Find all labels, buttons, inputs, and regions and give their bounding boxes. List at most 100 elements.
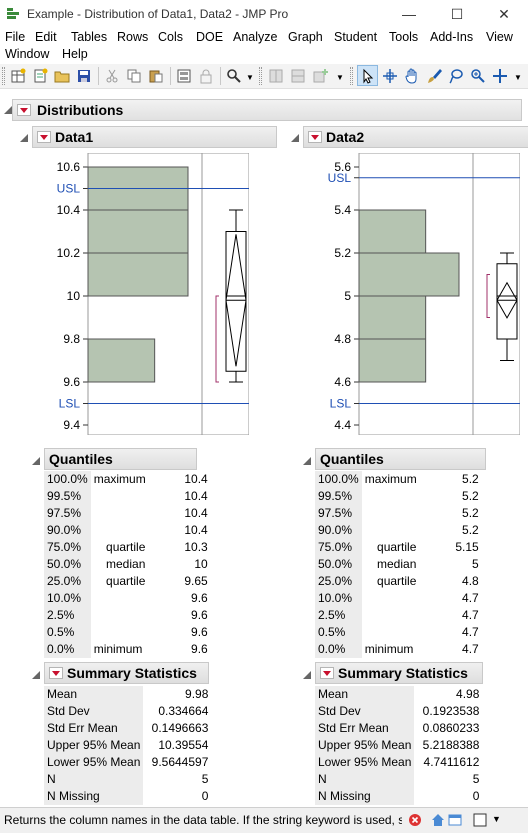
column-layout-icon[interactable] — [268, 68, 284, 84]
data2-quantiles-collapse-icon[interactable] — [302, 456, 312, 466]
quantile-label — [91, 505, 161, 522]
lasso-tool-icon[interactable] — [448, 68, 464, 84]
table-row: Std Dev 0.334664 — [44, 703, 211, 720]
data2-summary-red-triangle-menu[interactable] — [320, 667, 334, 679]
quantile-label: quartile — [106, 574, 146, 588]
quantile-value: 4.7 — [462, 642, 479, 656]
collapse-distributions-icon[interactable] — [3, 105, 13, 115]
error-icon[interactable] — [408, 813, 422, 827]
data1-box[interactable] — [225, 231, 247, 372]
data1-quantiles-collapse-icon[interactable] — [31, 456, 41, 466]
quantile-percent: 0.5% — [315, 624, 362, 641]
menu-addins[interactable]: Add-Ins — [430, 30, 474, 44]
paste-icon[interactable] — [148, 68, 164, 84]
copy-icon[interactable] — [126, 68, 142, 84]
journal-icon[interactable] — [176, 68, 192, 84]
cut-icon[interactable] — [104, 68, 120, 84]
zoom-tool-icon[interactable] — [470, 68, 486, 84]
menu-graph[interactable]: Graph — [288, 30, 323, 44]
data2-collapse-icon[interactable] — [290, 133, 300, 143]
checkbox-icon[interactable] — [473, 813, 487, 827]
menu-tools[interactable]: Tools — [389, 30, 419, 44]
data2-summary-collapse-icon[interactable] — [302, 670, 312, 680]
data1-histogram-bar[interactable] — [87, 166, 189, 297]
save-icon[interactable] — [76, 68, 92, 84]
data2-histogram-bar[interactable] — [358, 252, 460, 297]
table-row: 97.5% 5.2 — [315, 505, 482, 522]
quantile-percent: 10.0% — [315, 590, 362, 607]
quantile-value: 9.65 — [184, 574, 208, 588]
table-row: 99.5% 5.2 — [315, 488, 482, 505]
maximize-button[interactable]: ☐ — [450, 6, 464, 22]
data1-collapse-icon[interactable] — [19, 133, 29, 143]
new-data-table-icon[interactable] — [10, 68, 26, 84]
toolbar-overflow-icon[interactable]: ▼ — [514, 73, 522, 82]
menu-student[interactable]: Student — [334, 30, 378, 44]
table-row: 2.5% 4.7 — [315, 607, 482, 624]
data1-axis-tick-label: USL — [57, 182, 81, 196]
toolbar-overflow-icon[interactable]: ▼ — [336, 73, 344, 82]
lock-icon[interactable] — [198, 68, 214, 84]
window-list-icon[interactable] — [448, 813, 462, 827]
menu-edit[interactable]: Edit — [35, 30, 57, 44]
menu-tables[interactable]: Tables — [71, 30, 108, 44]
toolbar-overflow-icon[interactable]: ▼ — [246, 73, 254, 82]
quantile-value: 10 — [194, 557, 208, 571]
data2-summary-table: Mean 4.98 Std Dev 0.1923538 Std Err Mean 0.08… — [315, 686, 482, 805]
table-row: 10.0% 4.7 — [315, 590, 482, 607]
data2-red-triangle-menu[interactable] — [308, 131, 322, 143]
menu-cols[interactable]: Cols — [158, 30, 184, 44]
table-row: 2.5% 9.6 — [44, 607, 211, 624]
toolbar-separator — [98, 67, 99, 85]
data1-histogram-bar[interactable] — [87, 338, 156, 383]
add-column-icon[interactable] — [312, 68, 328, 84]
annotate-tool-icon[interactable] — [492, 68, 508, 84]
arrow-tool-selected[interactable] — [357, 65, 378, 86]
summary-stat-label: N Missing — [44, 788, 144, 805]
menu-file[interactable]: File — [5, 30, 26, 44]
status-dropdown-icon[interactable]: ▼ — [492, 814, 501, 824]
summary-stat-label: Std Dev — [315, 703, 415, 720]
menu-analyze[interactable]: Analyze — [233, 30, 278, 44]
status-bar: Returns the column names in the data tab… — [0, 807, 528, 833]
crosshair-tool-icon[interactable] — [382, 68, 398, 84]
summary-stat-value: 5 — [472, 772, 480, 786]
table-layout-icon[interactable] — [290, 68, 306, 84]
data1-summary-title: Summary Statistics — [67, 665, 197, 681]
search-icon[interactable] — [226, 68, 242, 84]
data1-axis-tick-label: 10.4 — [57, 203, 81, 217]
menu-doe[interactable]: DOE — [196, 30, 224, 44]
toolbar-grip[interactable] — [2, 67, 5, 85]
quantile-value: 10.4 — [184, 472, 208, 486]
minimize-button[interactable]: — — [402, 6, 416, 22]
quantile-label: median — [377, 557, 417, 571]
toolbar-grip[interactable] — [350, 67, 353, 85]
menu-help[interactable]: Help — [62, 47, 88, 61]
close-button[interactable]: ✕ — [498, 6, 510, 22]
table-row: Lower 95% Mean 4.7411612 — [315, 754, 482, 771]
new-script-icon[interactable] — [32, 68, 48, 84]
home-icon[interactable] — [431, 813, 445, 827]
distributions-red-triangle-menu[interactable] — [17, 104, 31, 116]
data2-histogram-bar[interactable] — [358, 209, 427, 254]
summary-stat-label: Upper 95% Mean — [44, 737, 144, 754]
menu-window[interactable]: Window — [5, 47, 50, 61]
open-folder-icon[interactable] — [54, 68, 70, 84]
distributions-header: Distributions — [12, 99, 522, 121]
summary-stat-label: N Missing — [315, 788, 415, 805]
table-row: 100.0% maximum 5.2 — [315, 471, 482, 488]
data1-summary-collapse-icon[interactable] — [31, 670, 41, 680]
menu-rows[interactable]: Rows — [117, 30, 149, 44]
quantile-label — [91, 590, 161, 607]
quantile-percent: 90.0% — [44, 522, 91, 539]
hand-tool-icon[interactable] — [404, 68, 420, 84]
brush-tool-icon[interactable] — [426, 68, 442, 84]
data2-box[interactable] — [496, 263, 518, 340]
quantile-percent: 0.0% — [44, 641, 91, 658]
menu-view[interactable]: View — [486, 30, 513, 44]
data1-summary-red-triangle-menu[interactable] — [49, 667, 63, 679]
toolbar-grip[interactable] — [259, 67, 262, 85]
quantile-label: maximum — [364, 472, 417, 486]
data1-red-triangle-menu[interactable] — [37, 131, 51, 143]
